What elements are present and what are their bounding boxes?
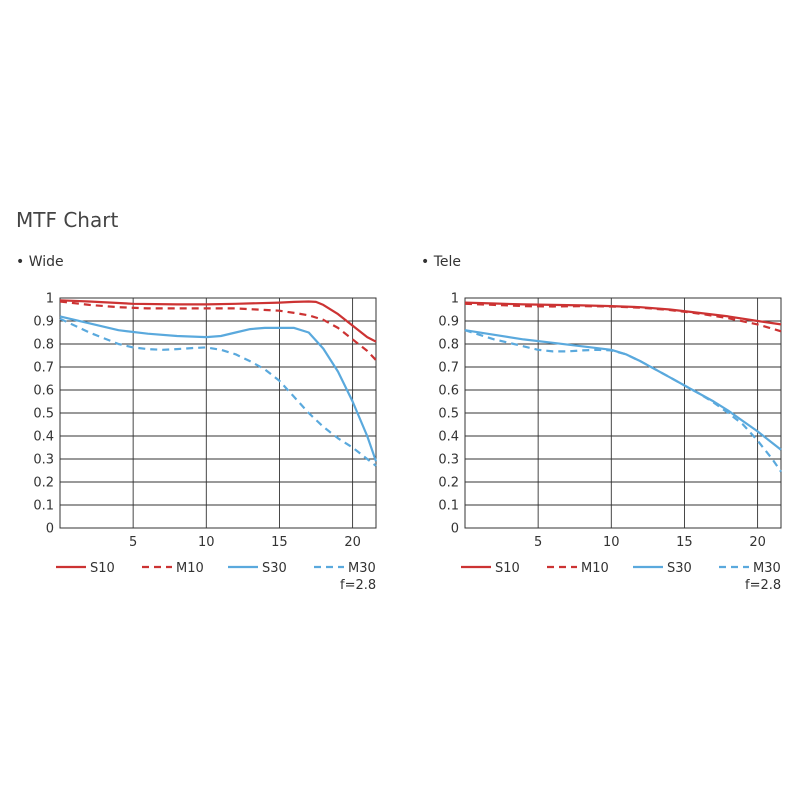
y-tick-label: 0.6 [438,384,459,399]
grid [465,297,781,529]
series-line-s30 [59,315,378,462]
panel-label-tele: • Tele [421,254,461,270]
plot-frame [59,297,377,529]
y-tick-label: 1 [451,292,459,307]
x-tick-label: 5 [534,535,542,550]
legend: S10 M10 S30 M30 [56,561,376,576]
x-tick-label: 15 [271,535,288,550]
y-tick-label: 0.9 [33,315,54,330]
legend-label-s30: S30 [667,561,692,576]
y-tick-label: 0.4 [438,430,459,445]
y-tick-label: 0 [46,522,54,537]
x-tick-label: 15 [676,535,693,550]
legend-label-m10: M10 [581,561,609,576]
legend-label-m30: M30 [348,561,376,576]
y-tick-label: 0.5 [33,407,54,422]
y-tick-label: 0.7 [438,361,459,376]
legend-label-s30: S30 [262,561,287,576]
x-tick-label: 20 [344,535,361,550]
y-tick-label: 0.2 [33,476,54,491]
y-tick-label: 0.5 [438,407,459,422]
grid [60,297,376,529]
y-tick-label: 0.1 [438,499,459,514]
aperture-label-tele: f=2.8 [745,578,782,593]
series-line-m30 [464,329,782,473]
y-tick-label: 0.9 [438,315,459,330]
page-title: MTF Chart [16,208,119,232]
series-line-m10 [59,300,377,361]
aperture-label-wide: f=2.8 [340,578,377,593]
y-tick-label: 0.4 [33,430,54,445]
plot-frame [464,297,782,529]
series-line-s10 [59,299,377,343]
y-tick-label: 0 [451,522,459,537]
legend: S10 M10 S30 M30 [461,561,781,576]
x-tick-label: 20 [749,535,766,550]
y-tick-label: 1 [46,292,54,307]
y-tick-label: 0.8 [33,338,54,353]
y-tick-label: 0.8 [438,338,459,353]
series-line-m30 [59,317,377,467]
x-tick-label: 10 [198,535,215,550]
legend-label-m10: M10 [176,561,204,576]
legend-label-s10: S10 [90,561,115,576]
x-tick-label: 10 [603,535,620,550]
x-tick-label: 5 [129,535,137,550]
y-tick-label: 0.3 [33,453,54,468]
y-tick-label: 0.3 [438,453,459,468]
y-tick-label: 0.2 [438,476,459,491]
y-tick-label: 0.6 [33,384,54,399]
legend-label-m30: M30 [753,561,781,576]
series-line-m10 [464,302,782,333]
y-tick-label: 0.7 [33,361,54,376]
y-tick-label: 0.1 [33,499,54,514]
panel-label-wide: • Wide [16,254,64,270]
legend-label-s10: S10 [495,561,520,576]
